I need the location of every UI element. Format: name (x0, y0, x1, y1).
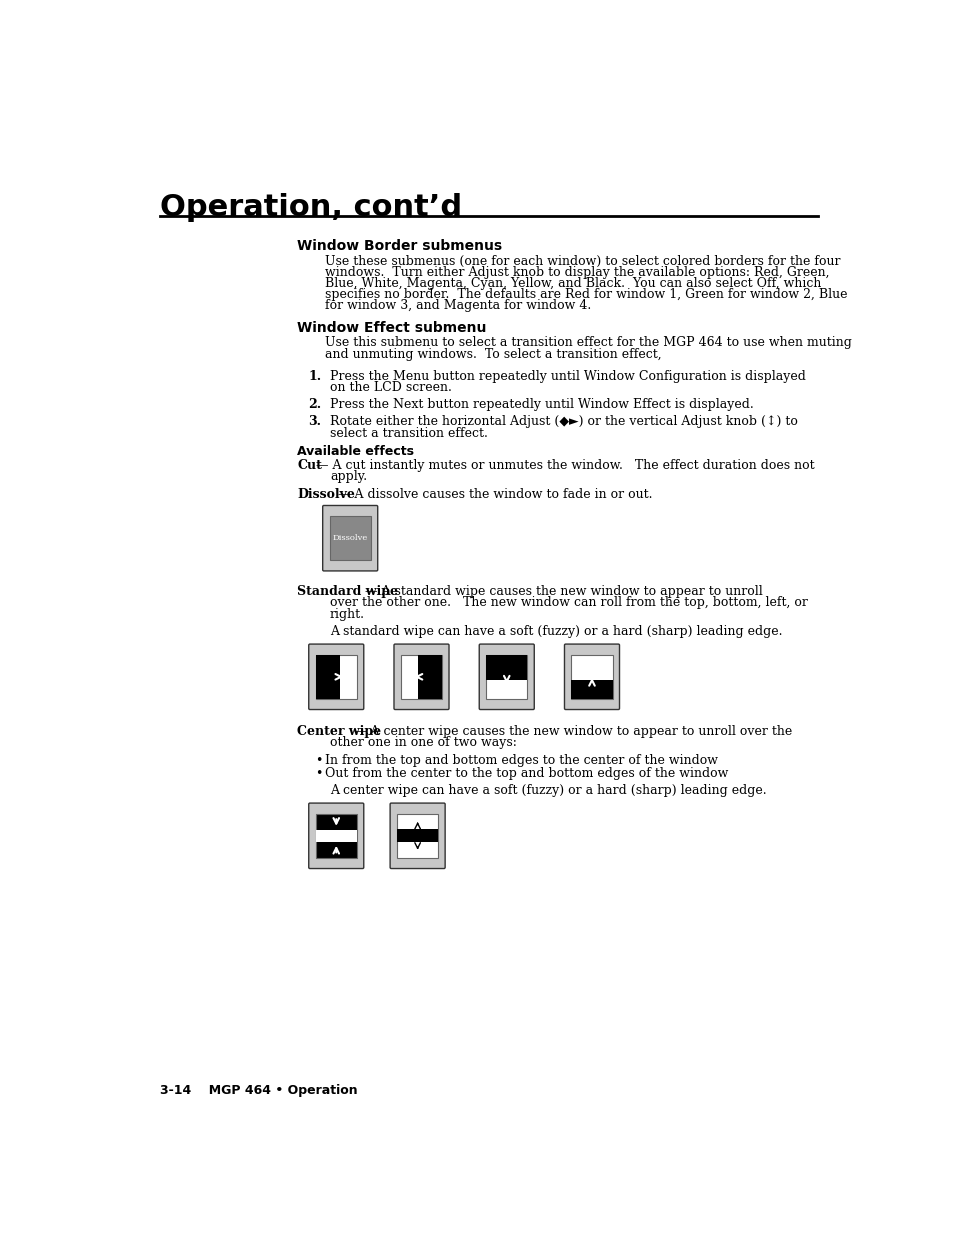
Text: Window Effect submenu: Window Effect submenu (297, 321, 486, 335)
Text: for window 3, and Magenta for window 4.: for window 3, and Magenta for window 4. (324, 299, 590, 312)
Text: Available effects: Available effects (297, 446, 414, 458)
Text: A center wipe can have a soft (fuzzy) or a hard (sharp) leading edge.: A center wipe can have a soft (fuzzy) or… (330, 784, 766, 797)
Text: A standard wipe can have a soft (fuzzy) or a hard (sharp) leading edge.: A standard wipe can have a soft (fuzzy) … (330, 625, 781, 637)
Text: — A standard wipe causes the new window to appear to unroll: — A standard wipe causes the new window … (360, 585, 762, 598)
Text: Operation, cont’d: Operation, cont’d (159, 193, 461, 222)
Text: Out from the center to the top and bottom edges of the window: Out from the center to the top and botto… (324, 767, 727, 779)
Bar (315, 814, 356, 858)
Text: specifies no border.  The defaults are Red for window 1, Green for window 2, Blu: specifies no border. The defaults are Re… (324, 288, 846, 301)
Bar (486, 655, 527, 699)
Bar (417, 655, 441, 699)
Text: and unmuting windows.  To select a transition effect,: and unmuting windows. To select a transi… (324, 347, 660, 361)
Text: Cut: Cut (297, 459, 322, 472)
Bar (330, 516, 371, 561)
FancyBboxPatch shape (564, 645, 618, 710)
FancyBboxPatch shape (394, 645, 449, 710)
Text: Use this submenu to select a transition effect for the MGP 464 to use when mutin: Use this submenu to select a transition … (324, 336, 851, 350)
Text: Use these submenus (one for each window) to select colored borders for the four: Use these submenus (one for each window)… (324, 254, 840, 268)
FancyBboxPatch shape (478, 645, 534, 710)
Text: 3-14    MGP 464 • Operation: 3-14 MGP 464 • Operation (159, 1084, 356, 1097)
Bar (396, 814, 437, 858)
Text: windows.  Turn either Adjust knob to display the available options: Red, Green,: windows. Turn either Adjust knob to disp… (324, 266, 828, 279)
FancyBboxPatch shape (309, 645, 363, 710)
Bar (315, 655, 339, 699)
Text: Dissolve: Dissolve (333, 535, 368, 542)
Text: Center wipe: Center wipe (297, 725, 381, 739)
Bar (315, 655, 356, 699)
Text: 2.: 2. (308, 398, 321, 411)
Text: 3.: 3. (308, 415, 321, 429)
Text: on the LCD screen.: on the LCD screen. (330, 380, 452, 394)
Bar (486, 655, 527, 680)
Text: right.: right. (330, 608, 365, 620)
FancyBboxPatch shape (390, 803, 445, 868)
Text: Press the Menu button repeatedly until Window Configuration is displayed: Press the Menu button repeatedly until W… (330, 369, 805, 383)
Text: — A cut instantly mutes or unmutes the window.   The effect duration does not: — A cut instantly mutes or unmutes the w… (312, 459, 814, 472)
Bar (571, 680, 612, 699)
Text: apply.: apply. (330, 471, 367, 483)
Text: Rotate either the horizontal Adjust (◆►) or the vertical Adjust knob (↕) to: Rotate either the horizontal Adjust (◆►)… (330, 415, 797, 429)
Bar (571, 655, 612, 699)
Text: — A dissolve causes the window to fade in or out.: — A dissolve causes the window to fade i… (334, 488, 652, 500)
Text: select a transition effect.: select a transition effect. (330, 426, 487, 440)
FancyBboxPatch shape (322, 505, 377, 571)
Text: •: • (315, 767, 322, 779)
Text: Window Border submenus: Window Border submenus (297, 240, 502, 253)
Text: 1.: 1. (308, 369, 321, 383)
Text: In from the top and bottom edges to the center of the window: In from the top and bottom edges to the … (324, 753, 717, 767)
Bar (396, 829, 437, 842)
Text: •: • (315, 753, 322, 767)
Text: over the other one.   The new window can roll from the top, bottom, left, or: over the other one. The new window can r… (330, 597, 807, 609)
Text: Dissolve: Dissolve (297, 488, 355, 500)
FancyBboxPatch shape (309, 803, 363, 868)
Text: Standard wipe: Standard wipe (297, 585, 398, 598)
Text: — A center wipe causes the new window to appear to unroll over the: — A center wipe causes the new window to… (350, 725, 792, 739)
Bar (315, 830, 356, 842)
Text: other one in one of two ways:: other one in one of two ways: (330, 736, 517, 750)
Text: Press the Next button repeatedly until Window Effect is displayed.: Press the Next button repeatedly until W… (330, 398, 753, 411)
Text: Blue, White, Magenta, Cyan, Yellow, and Black.  You can also select Off, which: Blue, White, Magenta, Cyan, Yellow, and … (324, 277, 821, 290)
Bar (400, 655, 441, 699)
